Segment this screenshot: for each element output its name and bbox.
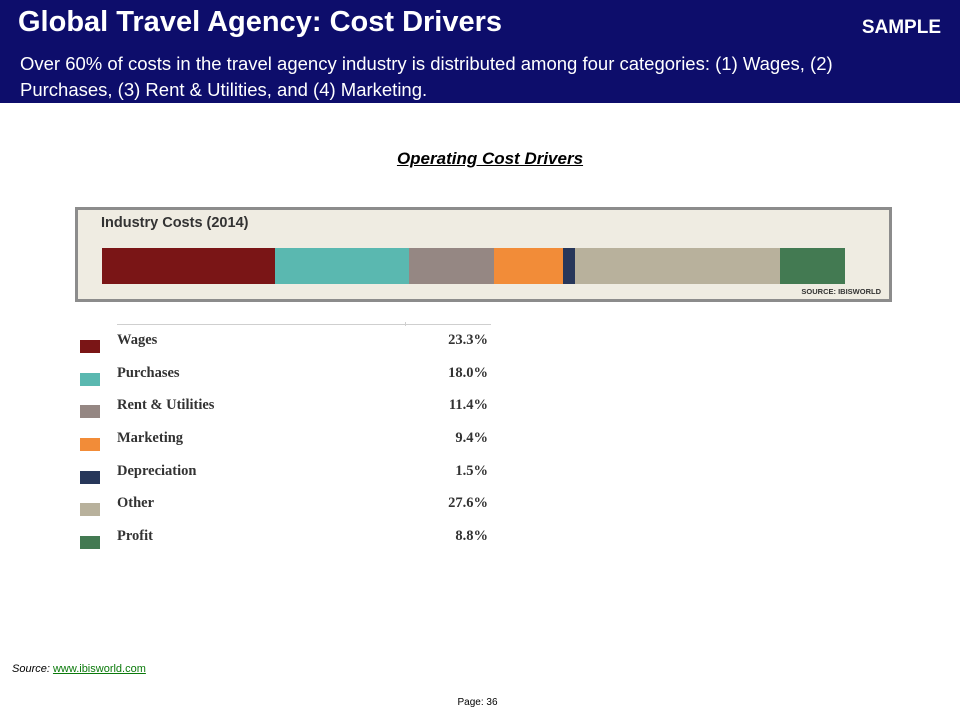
legend-swatch-marketing bbox=[80, 438, 100, 452]
page-number: Page: 36 bbox=[457, 697, 498, 708]
page-title: Global Travel Agency: Cost Drivers bbox=[18, 6, 503, 38]
legend-item: Profit 8.8% bbox=[80, 528, 500, 561]
legend-swatch-rent-utilities bbox=[80, 405, 100, 419]
chart-legend: Wages 23.3% Purchases 18.0% Rent & Utilities… bbox=[80, 332, 500, 561]
source-link[interactable]: www.ibisworld.com bbox=[52, 663, 146, 675]
legend-swatch-other bbox=[80, 503, 100, 517]
legend-item: Rent & Utilities 11.4% bbox=[80, 397, 500, 430]
bar-segment-profit bbox=[779, 248, 845, 284]
legend-label: Purchases bbox=[117, 364, 180, 381]
legend-item: Purchases 18.0% bbox=[80, 365, 500, 398]
legend-swatch-wages bbox=[80, 340, 100, 353]
chart-title: Industry Costs (2014) bbox=[101, 215, 249, 231]
legend-label: Wages bbox=[117, 332, 158, 348]
legend-swatch-profit bbox=[80, 536, 100, 550]
header-banner: Global Travel Agency: Cost Drivers SAMPL… bbox=[0, 0, 960, 103]
legend-value: 27.6% bbox=[448, 495, 488, 512]
legend-item: Marketing 9.4% bbox=[80, 430, 500, 463]
section-title: Operating Cost Drivers bbox=[396, 149, 584, 168]
bar-segment-other bbox=[574, 248, 780, 284]
bar-segment-depreciation bbox=[563, 248, 575, 284]
legend-value: 8.8% bbox=[455, 528, 488, 545]
legend-item: Wages 23.3% bbox=[80, 332, 500, 365]
legend-label: Depreciation bbox=[117, 462, 197, 479]
legend-label: Other bbox=[117, 495, 155, 512]
legend-label: Rent & Utilities bbox=[117, 397, 215, 414]
legend-divider bbox=[117, 324, 491, 325]
source-line: Source: www.ibisworld.com bbox=[12, 663, 146, 675]
legend-value: 1.5% bbox=[455, 462, 488, 479]
legend-swatch-purchases bbox=[80, 372, 100, 386]
bar-segment-marketing bbox=[493, 248, 564, 284]
legend-value: 23.3% bbox=[448, 332, 488, 348]
legend-item: Depreciation 1.5% bbox=[80, 463, 500, 496]
stacked-bar bbox=[102, 248, 845, 284]
chart-source: SOURCE: IBISWORLD bbox=[801, 287, 881, 296]
legend-value: 9.4% bbox=[455, 430, 488, 447]
legend-divider-tick bbox=[405, 322, 406, 326]
bar-segment-wages bbox=[102, 248, 276, 284]
legend-value: 11.4% bbox=[448, 397, 488, 414]
page-subtitle: Over 60% of costs in the travel agency i… bbox=[20, 53, 833, 100]
legend-swatch-depreciation bbox=[80, 470, 100, 484]
source-prefix: Source: bbox=[12, 663, 53, 675]
legend-value: 18.0% bbox=[448, 364, 488, 381]
industry-costs-chart: Industry Costs (2014) SOURCE: IBISWORLD bbox=[75, 207, 892, 302]
legend-label: Marketing bbox=[117, 430, 184, 447]
bar-segment-purchases bbox=[275, 248, 409, 284]
bar-segment-rent-utilities bbox=[408, 248, 494, 284]
sample-label: SAMPLE bbox=[861, 17, 941, 38]
legend-item: Other 27.6% bbox=[80, 495, 500, 528]
legend-label: Profit bbox=[117, 528, 153, 545]
